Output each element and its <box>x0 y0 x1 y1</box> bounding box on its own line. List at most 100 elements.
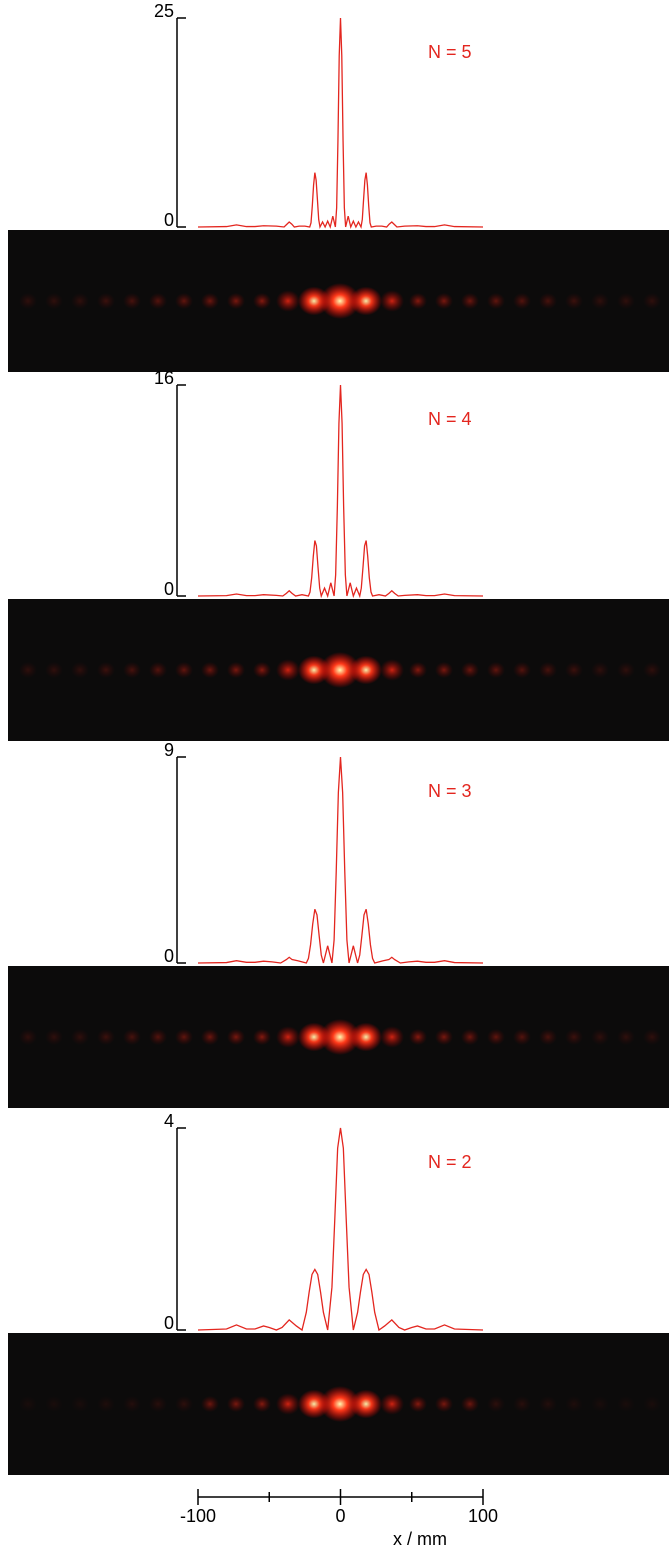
photo-spot <box>350 1022 382 1052</box>
photo-spot <box>320 1019 360 1055</box>
photo-spot <box>435 1028 453 1046</box>
photo-spot <box>19 292 37 310</box>
photo-spot <box>409 292 427 310</box>
photo-spot <box>320 283 360 319</box>
photo-spot <box>175 1028 193 1046</box>
photo-spot <box>591 1395 609 1413</box>
photo-spot <box>320 652 360 688</box>
photo-spot <box>513 1028 531 1046</box>
intensity-curve <box>197 1127 484 1332</box>
photo-spot <box>45 1028 63 1046</box>
photo-spot <box>276 1393 300 1415</box>
photo-spot <box>539 661 557 679</box>
photo-spot <box>435 1395 453 1413</box>
photo-spot <box>276 659 300 681</box>
photo-spot <box>19 1028 37 1046</box>
photo-spot <box>45 661 63 679</box>
photo <box>8 1333 669 1475</box>
photo-spot <box>175 1395 193 1413</box>
photo-spot <box>350 1389 382 1419</box>
photo-spot <box>380 1393 404 1415</box>
photo-spot <box>380 659 404 681</box>
y-tick-label: 9 <box>164 740 174 760</box>
photo-spot <box>591 1028 609 1046</box>
photo-spot <box>617 661 635 679</box>
annotation: N = 3 <box>428 781 472 801</box>
photo-spot <box>643 1028 661 1046</box>
x-tick-label: -100 <box>180 1506 216 1526</box>
x-tick-label: 100 <box>468 1506 498 1526</box>
photo-spot <box>97 661 115 679</box>
photo-spot <box>227 1028 245 1046</box>
photo-spot <box>539 1395 557 1413</box>
photo-spot <box>461 1395 479 1413</box>
photo-spot <box>513 1395 531 1413</box>
photo-spot <box>380 290 404 312</box>
photo-spot <box>71 292 89 310</box>
x-axis-label: x / mm <box>393 1529 447 1549</box>
photo-spot <box>19 661 37 679</box>
annotation: N = 4 <box>428 409 472 429</box>
photo-spot <box>539 1028 557 1046</box>
photo-spot <box>276 1026 300 1048</box>
photo-spot <box>643 1395 661 1413</box>
photo-spot <box>409 1028 427 1046</box>
photo-spot <box>123 1395 141 1413</box>
photo-spot <box>253 1028 271 1046</box>
photo-spot <box>149 1395 167 1413</box>
photo-spot <box>617 1028 635 1046</box>
photo-spot <box>461 1028 479 1046</box>
photo-spot <box>201 661 219 679</box>
photo-spot <box>643 661 661 679</box>
photo-spot <box>617 1395 635 1413</box>
photo-spot <box>643 292 661 310</box>
photo-spot <box>227 661 245 679</box>
photo-spot <box>409 1395 427 1413</box>
photo-spot <box>175 292 193 310</box>
photo-spot <box>591 292 609 310</box>
photo-spot <box>435 661 453 679</box>
photo-spot <box>227 1395 245 1413</box>
photo-spot <box>565 1028 583 1046</box>
photo-spot <box>565 1395 583 1413</box>
photo-spot <box>539 292 557 310</box>
y-tick-label: 0 <box>164 1313 174 1333</box>
photo-spot <box>45 292 63 310</box>
photo-spot <box>123 292 141 310</box>
photo <box>8 599 669 741</box>
photo-spot <box>276 290 300 312</box>
photo-spot <box>617 292 635 310</box>
photo-spot <box>435 292 453 310</box>
y-tick-label: 25 <box>154 1 174 21</box>
photo-spot <box>97 292 115 310</box>
y-tick-label: 0 <box>164 946 174 966</box>
photo-spot <box>149 661 167 679</box>
photo-spot <box>350 286 382 316</box>
photo-spot <box>409 661 427 679</box>
photo-spot <box>45 1395 63 1413</box>
photo-spot <box>149 1028 167 1046</box>
y-tick-label: 0 <box>164 210 174 230</box>
photo-spot <box>253 1395 271 1413</box>
photo-spot <box>201 1395 219 1413</box>
photo-spot <box>97 1395 115 1413</box>
photo-spot <box>71 1395 89 1413</box>
y-tick-label: 16 <box>154 368 174 388</box>
photo-spot <box>149 292 167 310</box>
photo-spot <box>487 1395 505 1413</box>
photo-spot <box>123 1028 141 1046</box>
photo-spot <box>123 661 141 679</box>
photo-spot <box>591 661 609 679</box>
photo-spot <box>97 1028 115 1046</box>
photo-spot <box>487 292 505 310</box>
photo-spot <box>513 661 531 679</box>
y-tick-label: 4 <box>164 1111 174 1131</box>
intensity-curve <box>197 384 484 599</box>
photo-spot <box>513 292 531 310</box>
intensity-curve <box>197 756 484 966</box>
photo-spot <box>175 661 193 679</box>
photo-spot <box>71 661 89 679</box>
photo-spot <box>201 292 219 310</box>
annotation: N = 2 <box>428 1152 472 1172</box>
